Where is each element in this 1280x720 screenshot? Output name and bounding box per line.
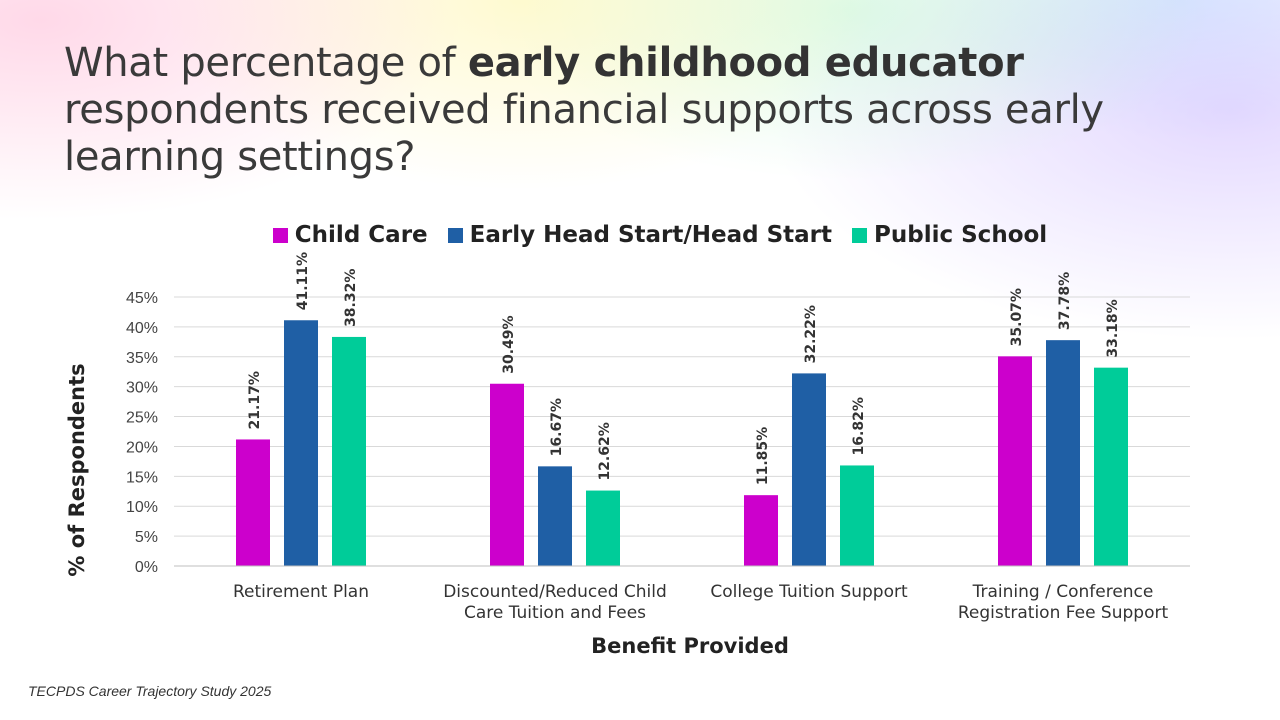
source-note: TECPDS Career Trajectory Study 2025 xyxy=(28,683,272,699)
title-part1: What percentage of xyxy=(64,40,468,86)
bar xyxy=(490,383,524,566)
y-axis-title: % of Respondents xyxy=(65,363,89,576)
bar xyxy=(284,320,318,566)
data-label: 32.22% xyxy=(803,305,819,363)
chart-legend: Child Care Early Head Start/Head Start P… xyxy=(0,222,1280,248)
y-tick-label: 35% xyxy=(126,350,158,367)
x-tick-label: Discounted/Reduced Child xyxy=(443,582,667,602)
data-label: 30.49% xyxy=(501,315,517,373)
y-tick-label: 40% xyxy=(126,320,158,337)
y-tick-label: 10% xyxy=(126,499,158,516)
legend-swatch-child-care xyxy=(272,227,288,243)
bar xyxy=(332,336,366,566)
data-label: 16.82% xyxy=(851,397,867,455)
data-label: 37.78% xyxy=(1057,272,1073,330)
y-tick-label: 0% xyxy=(135,559,158,576)
x-tick-label: Retirement Plan xyxy=(233,582,369,602)
legend-item-head-start: Early Head Start/Head Start xyxy=(447,222,833,248)
y-tick-label: 30% xyxy=(126,380,158,397)
bar xyxy=(1046,340,1080,566)
x-tick-label: College Tuition Support xyxy=(710,582,908,602)
y-tick-label: 45% xyxy=(126,290,158,307)
data-label: 35.07% xyxy=(1009,288,1025,346)
legend-item-child-care: Child Care xyxy=(272,222,428,248)
y-tick-label: 20% xyxy=(126,439,158,456)
data-label: 41.11% xyxy=(295,252,311,310)
title-bold: early childhood educator xyxy=(467,40,1024,86)
bar xyxy=(998,356,1032,566)
data-label: 11.85% xyxy=(755,427,771,485)
bar xyxy=(586,490,620,566)
bar xyxy=(840,465,874,566)
bar xyxy=(744,495,778,566)
legend-label-child-care: Child Care xyxy=(294,222,428,248)
bar xyxy=(236,439,270,566)
data-label: 33.18% xyxy=(1105,299,1121,357)
legend-swatch-public-school xyxy=(852,227,868,243)
x-tick-label: Care Tuition and Fees xyxy=(464,603,646,623)
legend-item-public-school: Public School xyxy=(852,222,1047,248)
legend-label-head-start: Early Head Start/Head Start xyxy=(469,222,833,248)
y-tick-label: 25% xyxy=(126,410,158,427)
y-tick-label: 5% xyxy=(135,529,158,546)
legend-swatch-head-start xyxy=(447,227,463,243)
data-label: 21.17% xyxy=(247,371,263,429)
title-part2: respondents received financial supports … xyxy=(64,87,1104,180)
slide-title: What percentage of early childhood educa… xyxy=(64,40,1214,181)
x-tick-label: Registration Fee Support xyxy=(958,603,1169,623)
data-label: 12.62% xyxy=(597,422,613,480)
x-axis-title: Benefit Provided xyxy=(591,634,789,658)
data-label: 16.67% xyxy=(549,398,565,456)
bar xyxy=(1094,367,1128,566)
bar xyxy=(538,466,572,566)
y-tick-label: 15% xyxy=(126,469,158,486)
legend-label-public-school: Public School xyxy=(874,222,1048,248)
bar xyxy=(792,373,826,566)
x-tick-label: Training / Conference xyxy=(972,582,1154,602)
data-label: 38.32% xyxy=(343,269,359,327)
